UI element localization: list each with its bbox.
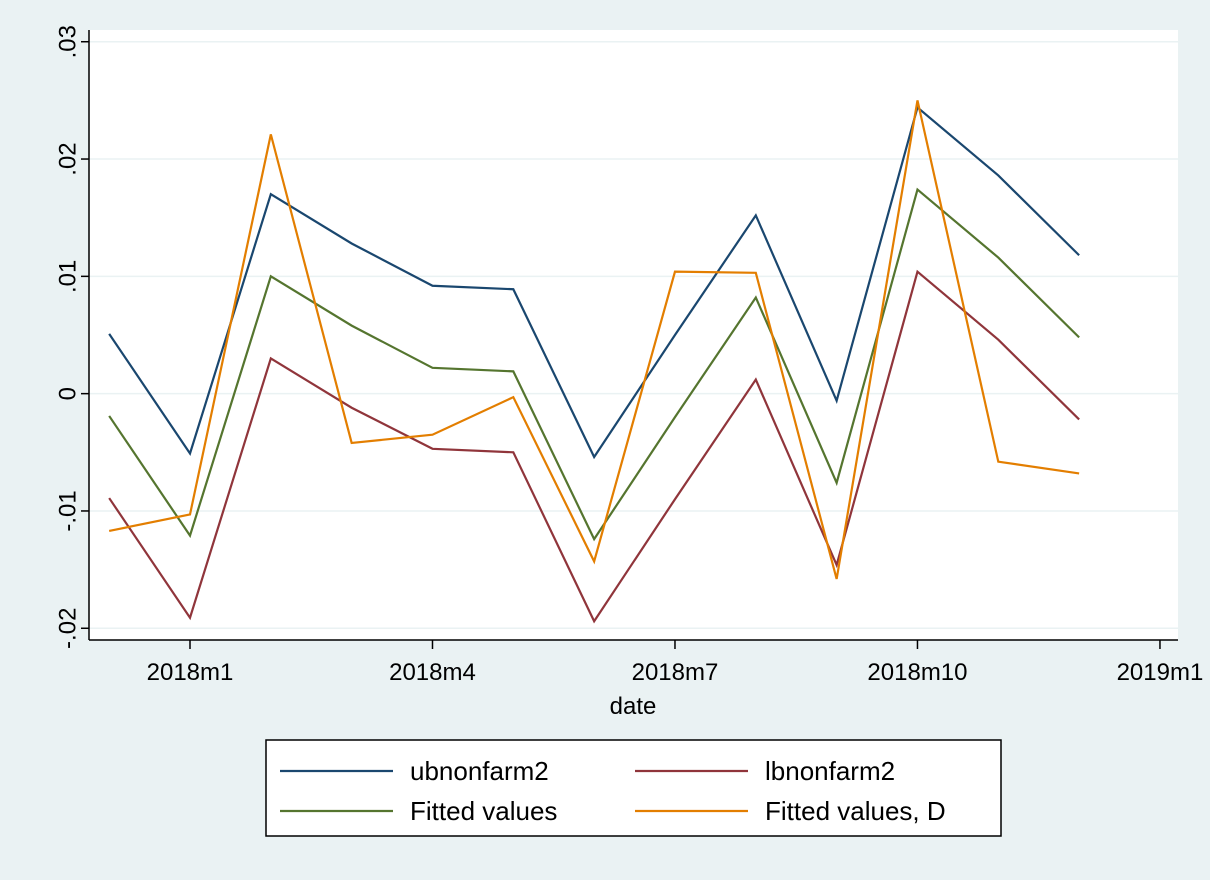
y-tick-label: .01 bbox=[54, 260, 81, 293]
y-tick-label: .03 bbox=[54, 25, 81, 58]
x-tick-label: 2018m10 bbox=[867, 659, 967, 686]
y-tick-label: -.01 bbox=[54, 490, 81, 531]
y-tick-label: -.02 bbox=[54, 608, 81, 649]
legend: ubnonfarm2 lbnonfarm2 Fitted values Fitted … bbox=[265, 739, 1002, 837]
x-tick-label: 2018m4 bbox=[389, 659, 476, 686]
x-tick-label: 2019m1 bbox=[1117, 659, 1204, 686]
axes bbox=[88, 30, 1178, 641]
series-line bbox=[108, 100, 1080, 580]
x-tick-label: 2018m1 bbox=[147, 659, 234, 686]
series-line bbox=[108, 105, 1080, 460]
series-line bbox=[108, 269, 1080, 624]
legend-label: Fitted values bbox=[410, 796, 557, 826]
y-tick-label: 0 bbox=[54, 387, 81, 400]
legend-label: lbnonfarm2 bbox=[765, 756, 895, 786]
legend-label: ubnonfarm2 bbox=[410, 756, 549, 786]
plot-area bbox=[89, 30, 1178, 640]
legend-box bbox=[265, 739, 1002, 837]
legend-label: Fitted values, D bbox=[765, 796, 946, 826]
x-axis-title: date bbox=[610, 693, 657, 720]
y-axis-ticks: -.02 -.01 0 .01 .02 .03 bbox=[54, 25, 89, 649]
y-tick-label: .02 bbox=[54, 142, 81, 175]
x-axis-ticks: 2018m1 2018m4 2018m7 2018m10 2019m1 bbox=[147, 640, 1204, 686]
series-lines bbox=[108, 100, 1080, 624]
series-line bbox=[108, 187, 1080, 542]
x-tick-label: 2018m7 bbox=[632, 659, 719, 686]
